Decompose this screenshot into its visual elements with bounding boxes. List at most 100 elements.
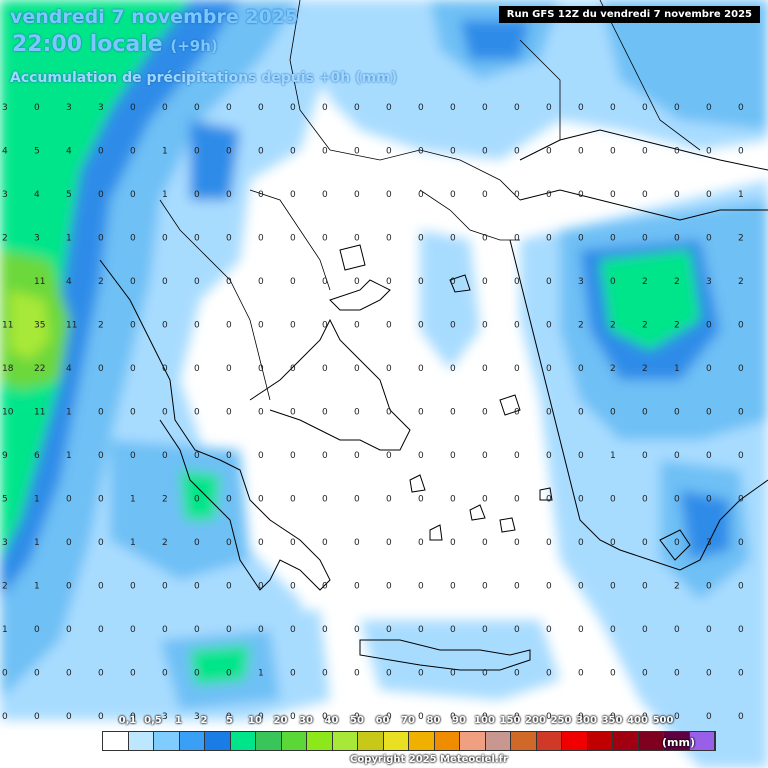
grid-value: 0	[194, 277, 200, 287]
grid-value: 0	[386, 669, 392, 679]
grid-value: 0	[66, 582, 72, 592]
grid-value: 0	[290, 103, 296, 113]
legend-swatch	[664, 732, 690, 750]
grid-value: 0	[674, 190, 680, 200]
grid-value: 0	[450, 669, 456, 679]
grid-value: 0	[354, 495, 360, 505]
grid-value: 2	[162, 495, 168, 505]
grid-value: 0	[258, 364, 264, 374]
grid-value: 0	[66, 625, 72, 635]
island-2	[469, 504, 486, 521]
grid-value: 0	[642, 669, 648, 679]
grid-value: 0	[2, 669, 8, 679]
grid-value: 0	[482, 625, 488, 635]
grid-value: 0	[514, 408, 520, 418]
grid-value: 0	[610, 408, 616, 418]
grid-value: 1	[738, 190, 744, 200]
grid-value: 0	[674, 495, 680, 505]
grid-value: 0	[578, 669, 584, 679]
grid-value: 0	[610, 495, 616, 505]
grid-value: 0	[194, 321, 200, 331]
grid-value: 0	[418, 625, 424, 635]
grid-value: 0	[322, 364, 328, 374]
grid-value: 1	[162, 190, 168, 200]
grid-value: 0	[514, 625, 520, 635]
grid-value: 0	[642, 712, 648, 722]
grid-value: 0	[482, 538, 488, 548]
legend-swatch	[536, 732, 562, 750]
legend-label: 2	[200, 715, 208, 726]
grid-value: 0	[706, 147, 712, 157]
grid-value: 0	[418, 321, 424, 331]
legend-label: 0,1	[118, 715, 137, 726]
grid-value: 0	[290, 451, 296, 461]
grid-value: 0	[130, 103, 136, 113]
grid-value: 4	[2, 147, 8, 157]
grid-value: 0	[674, 408, 680, 418]
grid-value: 0	[322, 712, 328, 722]
legend-swatch	[511, 732, 537, 750]
grid-value: 0	[386, 364, 392, 374]
grid-value: 0	[546, 408, 552, 418]
grid-value: 0	[226, 277, 232, 287]
grid-value: 0	[610, 234, 616, 244]
grid-value: 0	[514, 712, 520, 722]
legend-swatch	[383, 732, 409, 750]
grid-value: 0	[226, 321, 232, 331]
legend-swatch	[434, 732, 460, 750]
grid-value: 0	[738, 582, 744, 592]
grid-value: 0	[290, 321, 296, 331]
grid-value: 0	[226, 364, 232, 374]
grid-value: 5	[2, 495, 8, 505]
legend-swatch	[281, 732, 307, 750]
grid-value: 1	[34, 538, 40, 548]
grid-value: 0	[290, 582, 296, 592]
border-2	[199, 249, 271, 401]
grid-value: 0	[546, 103, 552, 113]
grid-value: 0	[738, 712, 744, 722]
coastlines	[99, 129, 768, 671]
grid-value: 0	[258, 495, 264, 505]
grid-value: 4	[34, 190, 40, 200]
grid-value: 0	[34, 712, 40, 722]
grid-value: 0	[322, 321, 328, 331]
grid-value: 0	[610, 538, 616, 548]
grid-value: 0	[706, 190, 712, 200]
legend-unit: (mm)	[662, 736, 695, 749]
grid-value: 0	[354, 408, 360, 418]
grid-value: 0	[450, 364, 456, 374]
grid-value: 0	[290, 190, 296, 200]
grid-value: 0	[418, 495, 424, 505]
grid-value: 2	[2, 582, 8, 592]
chalkidiki	[329, 279, 391, 311]
grid-value: 0	[322, 538, 328, 548]
grid-value: 0	[162, 103, 168, 113]
legend-label: 80	[426, 715, 441, 726]
grid-value: 0	[386, 103, 392, 113]
grid-value: 0	[546, 321, 552, 331]
grid-value: 0	[642, 234, 648, 244]
grid-value: 0	[354, 190, 360, 200]
grid-value: 0	[514, 234, 520, 244]
grid-value: 1	[258, 669, 264, 679]
country-borders	[159, 0, 701, 401]
grid-value: 0	[578, 451, 584, 461]
legend-swatch	[230, 732, 256, 750]
grid-value: 0	[706, 582, 712, 592]
grid-value: 0	[258, 408, 264, 418]
grid-value: 0	[322, 495, 328, 505]
grid-value: 0	[450, 625, 456, 635]
grid-value: 0	[706, 451, 712, 461]
legend-label: 200	[525, 715, 546, 726]
grid-value: 0	[354, 103, 360, 113]
grid-value: 0	[194, 582, 200, 592]
grid-value: 0	[322, 669, 328, 679]
grid-value: 0	[322, 408, 328, 418]
grid-value: 0	[34, 669, 40, 679]
grid-value: 0	[482, 190, 488, 200]
legend-labels: 0,1 0,5 1 2 5 10 20 30 40 50 60 70 80 90 100 150 200 250 3…	[100, 715, 674, 727]
grid-value: 0	[258, 147, 264, 157]
grid-value: 0	[418, 190, 424, 200]
grid-value: 0	[98, 669, 104, 679]
grid-value: 0	[482, 364, 488, 374]
